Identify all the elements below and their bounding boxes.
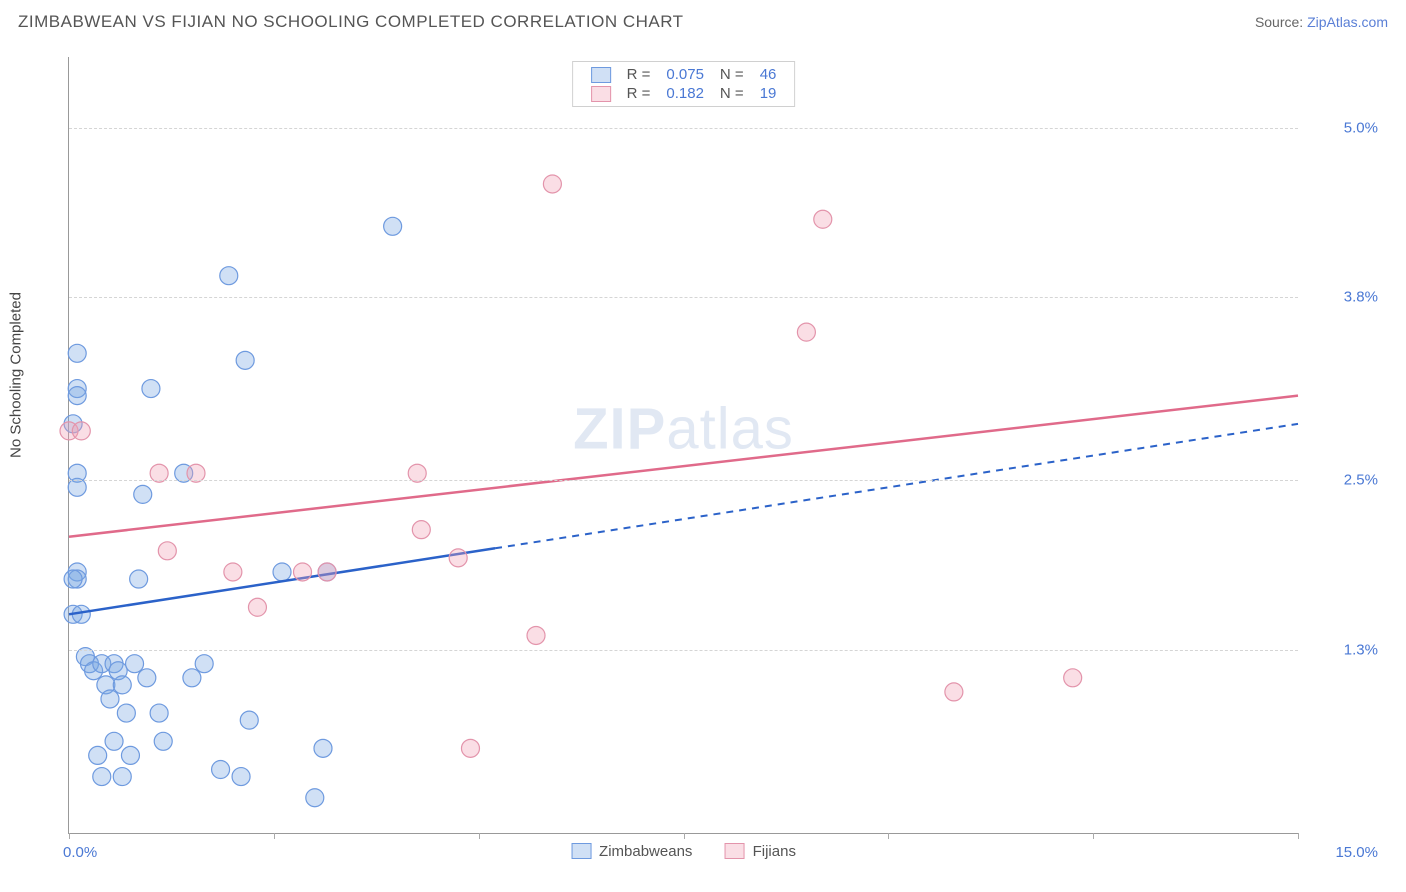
chart-container: No Schooling Completed ZIPatlas R = 0.07… <box>18 42 1388 874</box>
y-tick-label: 5.0% <box>1308 119 1378 136</box>
chart-title: ZIMBABWEAN VS FIJIAN NO SCHOOLING COMPLE… <box>18 12 684 32</box>
plot-svg <box>69 57 1298 833</box>
legend-row-fijians: R = 0.182 N = 19 <box>583 84 785 103</box>
legend-swatch-fijians <box>591 86 611 102</box>
r-label: R = <box>627 85 651 102</box>
x-tick-label: 15.0% <box>1308 844 1378 861</box>
chart-source: Source: ZipAtlas.com <box>1255 14 1388 30</box>
x-tick-label: 0.0% <box>63 844 97 861</box>
n-label: N = <box>720 66 744 83</box>
y-tick-label: 1.3% <box>1308 641 1378 658</box>
n-label: N = <box>720 85 744 102</box>
legend-item-fijians: Fijians <box>725 843 796 860</box>
legend-swatch-zimbabweans <box>591 67 611 83</box>
source-name: ZipAtlas.com <box>1307 14 1388 30</box>
legend-label-zimbabweans: Zimbabweans <box>599 843 692 860</box>
y-axis-label: No Schooling Completed <box>8 292 25 458</box>
legend-row-zimbabweans: R = 0.075 N = 46 <box>583 65 785 84</box>
legend-label-fijians: Fijians <box>753 843 796 860</box>
n-value-zimbabweans: 46 <box>752 65 785 84</box>
source-prefix: Source: <box>1255 14 1307 30</box>
chart-header: ZIMBABWEAN VS FIJIAN NO SCHOOLING COMPLE… <box>18 12 1388 32</box>
legend-correlation-box: R = 0.075 N = 46 R = 0.182 N = 19 <box>572 61 796 107</box>
plot-area: ZIPatlas R = 0.075 N = 46 R = 0.182 N = … <box>68 57 1298 834</box>
y-tick-label: 2.5% <box>1308 472 1378 489</box>
legend-series: Zimbabweans Fijians <box>557 843 810 864</box>
r-value-zimbabweans: 0.075 <box>658 65 712 84</box>
r-label: R = <box>627 66 651 83</box>
r-value-fijians: 0.182 <box>658 84 712 103</box>
legend-swatch-zimbabweans-icon <box>571 843 591 859</box>
y-tick-label: 3.8% <box>1308 288 1378 305</box>
legend-item-zimbabweans: Zimbabweans <box>571 843 692 860</box>
n-value-fijians: 19 <box>752 84 785 103</box>
legend-swatch-fijians-icon <box>725 843 745 859</box>
